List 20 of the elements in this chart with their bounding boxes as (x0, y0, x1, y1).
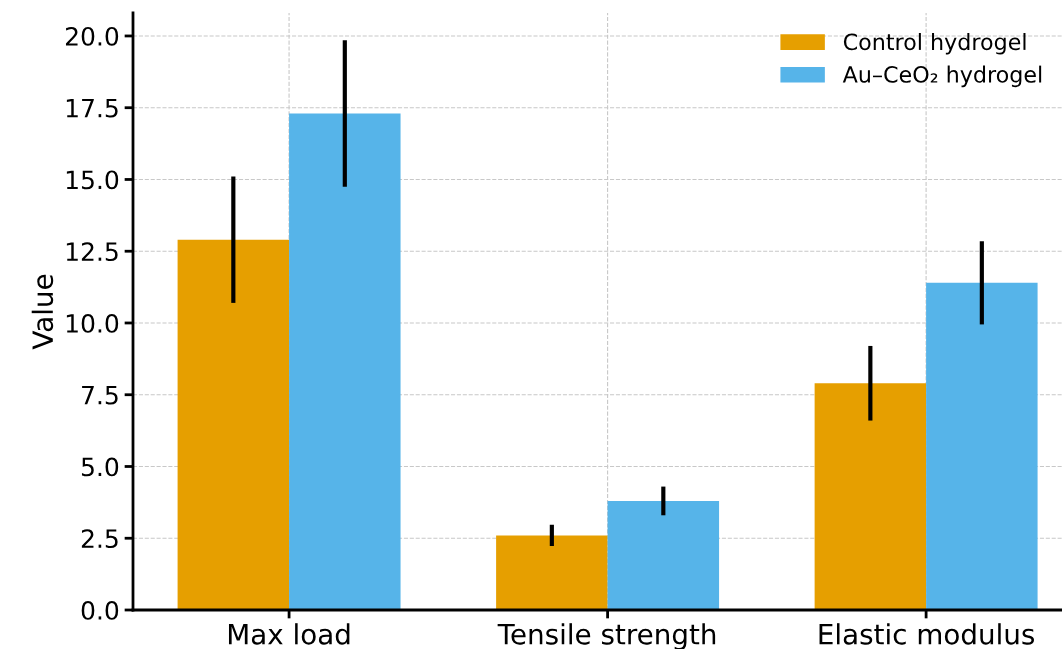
bar (289, 113, 401, 610)
y-tick-label: 10.0 (66, 313, 119, 333)
y-tick-label: 0.0 (81, 600, 119, 620)
y-tick-label: 17.5 (66, 98, 118, 118)
bar (926, 282, 1038, 610)
legend-label: Au–CeO₂ hydrogel (842, 65, 1042, 88)
y-tick-label: 15.0 (66, 170, 119, 190)
bar (607, 500, 720, 610)
y-tick-label: 2.5 (81, 529, 118, 549)
y-tick-label: 5.0 (81, 457, 119, 477)
x-tick-label: Elastic modulus (819, 623, 1035, 645)
bar (814, 383, 927, 610)
bar (177, 239, 290, 610)
y-tick-label: 7.5 (82, 386, 118, 405)
y-axis-title: Value (31, 274, 54, 350)
y-tick-label: 20.0 (65, 26, 119, 46)
x-tick-label: Max load (228, 623, 350, 645)
y-tick-label: 12.5 (66, 242, 118, 262)
legend-label: Control hydrogel (843, 33, 1026, 55)
bar (496, 535, 608, 610)
